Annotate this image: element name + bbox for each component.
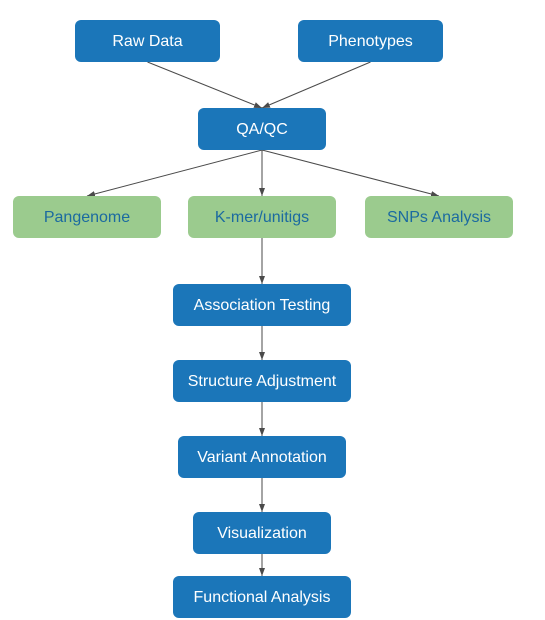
node-funcanalysis: Functional Analysis bbox=[173, 576, 351, 618]
node-kmer: K-mer/unitigs bbox=[188, 196, 336, 238]
node-phenotypes-label: Phenotypes bbox=[328, 33, 413, 50]
edge-qaqc-to-snps bbox=[262, 150, 439, 196]
nodes-layer: Raw Data Phenotypes QA/QC Pangenome K-mer/un… bbox=[13, 20, 513, 618]
node-variant-label: Variant Annotation bbox=[197, 449, 327, 466]
node-viz: Visualization bbox=[193, 512, 331, 554]
node-funcanalysis-label: Functional Analysis bbox=[194, 589, 331, 606]
node-raw_data-label: Raw Data bbox=[112, 33, 182, 50]
node-qaqc: QA/QC bbox=[198, 108, 326, 150]
node-structadj-label: Structure Adjustment bbox=[188, 373, 337, 390]
edge-qaqc-to-pangenome bbox=[87, 150, 262, 196]
node-phenotypes: Phenotypes bbox=[298, 20, 443, 62]
node-kmer-label: K-mer/unitigs bbox=[215, 209, 309, 226]
node-pangenome-label: Pangenome bbox=[44, 209, 130, 226]
edge-raw_data-to-qaqc bbox=[148, 62, 263, 108]
node-snps-label: SNPs Analysis bbox=[387, 209, 491, 226]
node-pangenome: Pangenome bbox=[13, 196, 161, 238]
node-structadj: Structure Adjustment bbox=[173, 360, 351, 402]
node-assoc-label: Association Testing bbox=[194, 297, 331, 314]
node-qaqc-label: QA/QC bbox=[236, 121, 288, 138]
flowchart-svg: Raw Data Phenotypes QA/QC Pangenome K-mer/un… bbox=[0, 0, 545, 620]
node-raw_data: Raw Data bbox=[75, 20, 220, 62]
node-viz-label: Visualization bbox=[217, 525, 307, 542]
node-variant: Variant Annotation bbox=[178, 436, 346, 478]
edge-phenotypes-to-qaqc bbox=[262, 62, 371, 108]
node-assoc: Association Testing bbox=[173, 284, 351, 326]
node-snps: SNPs Analysis bbox=[365, 196, 513, 238]
